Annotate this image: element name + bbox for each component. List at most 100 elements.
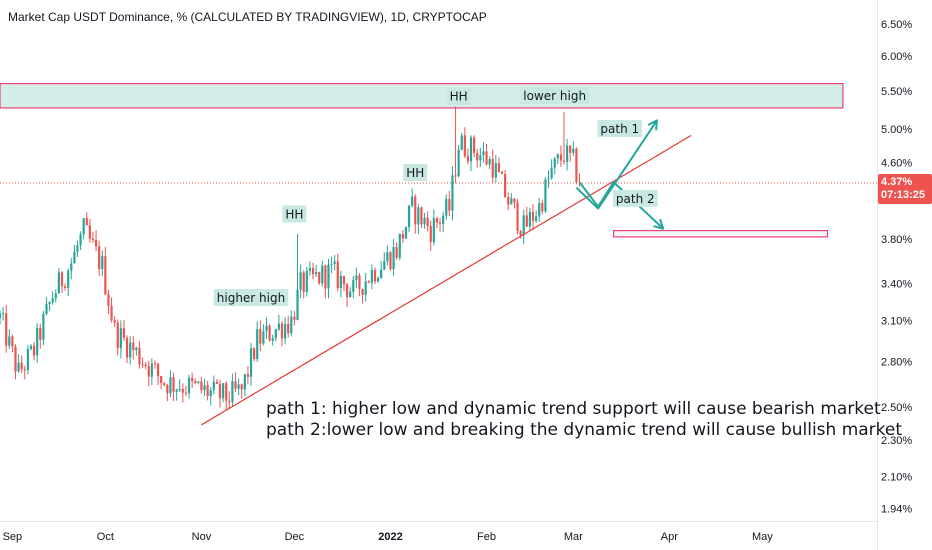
candle-body [491,158,494,178]
candle-body [1,313,5,315]
path2-arrow-head [653,218,665,230]
candle-body [132,342,135,351]
candle-body [8,336,11,346]
candle-body [26,348,29,371]
candle-body [308,268,311,271]
candle-body [197,381,200,383]
candle-body [314,272,318,275]
annotation-label: higher high [213,288,289,306]
candle-body [57,272,60,294]
candle-body [91,238,95,241]
price-badge-value: 4.37% [881,176,912,188]
y-tick-label: 2.50% [881,402,912,414]
y-tick-label: 5.00% [881,124,912,136]
candle-body [11,336,14,347]
candle-body [225,383,228,401]
candle-body [5,313,8,346]
price-axis[interactable]: 6.50% 6.00% 5.50% 5.00% 4.60% 3.80% 3.40% 3.10%… [881,19,912,515]
candle-body [191,377,194,382]
time-axis[interactable]: Sep Oct Nov Dec 2022 Feb Mar Apr May [3,531,774,543]
candle-body [228,400,231,402]
annotation-label: HH [403,164,428,182]
annotation-label: path 2 [612,189,658,207]
annotation-text: lower high [523,89,586,103]
candle-body [67,270,70,288]
candle-body [553,158,556,168]
candle-body [203,385,206,391]
candle-body [435,218,439,223]
candle-body [129,342,132,358]
candle-body [339,275,342,289]
chart-title: Market Cap USDT Dominance, % (CALCULATED… [8,10,487,24]
candle-body [355,275,358,281]
candle-body [212,381,215,391]
candle-body [454,175,457,177]
candle-body [243,374,246,390]
candle-body [448,199,451,211]
candle-body [150,363,153,377]
candle-body [333,261,336,264]
candle-body [73,251,76,264]
candle-body [547,178,550,180]
candle-body [497,163,501,173]
candle-body [284,323,287,339]
candle-body [42,313,45,340]
y-tick-label: 6.50% [881,19,912,31]
y-tick-label: 3.80% [881,234,912,246]
candle-body [541,202,544,212]
x-tick-label: 2022 [378,531,402,543]
candle-body [473,137,476,154]
annotation-label: lower high [520,86,590,104]
candle-body [209,390,212,397]
candle-body [383,261,386,270]
y-tick-label: 2.10% [881,472,912,484]
candle-body [519,231,522,236]
candle-body [438,222,442,224]
zones-layer [0,83,877,238]
y-tick-label: 3.10% [881,316,912,328]
candle-body [345,284,349,298]
candle-body [256,329,259,360]
candle-body [107,294,110,306]
price-badge-countdown: 07:13:25 [881,189,925,201]
candle-body [370,270,373,283]
candle-body [423,217,426,225]
candle-body [466,156,470,162]
candle-body [32,345,36,356]
candle-body [562,160,566,162]
candle-body [85,218,88,226]
candle-body [290,316,293,334]
candle-body [169,377,172,394]
candle-body [556,154,559,159]
candle-body [60,272,64,287]
annotation-bg [612,189,658,207]
candle-body [253,348,256,360]
candle-body [401,233,404,239]
x-tick-label: Sep [3,531,23,543]
candle-body [482,151,485,156]
candle-body [389,252,392,270]
candle-body [187,377,191,394]
candle-body [531,212,535,221]
candle-body [200,381,203,391]
candle-body [522,215,525,236]
candle-body [172,377,175,392]
candle-body [234,381,237,389]
candle-body [246,374,250,377]
candle-body [451,175,454,211]
candle-body [392,246,395,270]
x-tick-label: Dec [285,531,305,543]
candle-body [330,263,333,265]
annotation-bg [213,288,289,306]
candle-body [101,256,104,270]
y-tick-label: 2.30% [881,435,912,447]
candle-body [324,265,327,289]
candle-body [525,215,528,227]
candle-body [156,363,160,377]
candle-body [240,384,243,390]
candle-body [63,286,67,288]
x-tick-label: May [752,531,773,543]
candle-body [380,269,383,278]
candle-body [138,347,141,365]
candle-body [463,135,466,157]
